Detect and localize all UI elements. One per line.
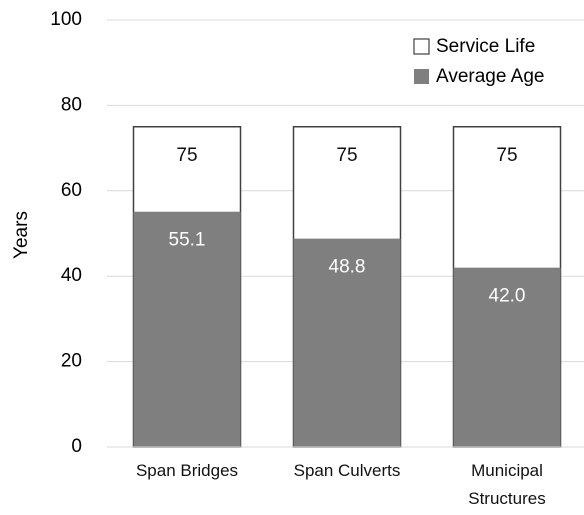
data-label: 48.8 [329,257,366,278]
y-tick-label: 0 [71,436,82,457]
y-axis-label: Years [11,211,32,259]
data-label: 75 [496,145,517,166]
bar [293,238,401,447]
data-label: 42.0 [489,286,526,307]
data-label: 55.1 [169,230,206,251]
x-tick-label: Span Bridges [135,461,239,480]
legend-label: Service Life [436,36,535,57]
x-tick-label: Municipal Structures [468,461,546,508]
bar [133,211,241,447]
legend-swatch [413,38,430,55]
legend-label: Average Age [436,66,544,87]
bar [453,267,561,447]
y-tick-label: 80 [61,94,82,115]
y-tick-label: 20 [61,351,82,372]
y-tick-label: 100 [50,9,82,30]
data-label: 75 [336,145,357,166]
x-tick-label: Span Culverts [293,461,401,480]
y-tick-label: 40 [61,265,82,286]
y-tick-label: 60 [61,180,82,201]
legend-swatch [414,69,429,84]
data-label: 75 [176,145,197,166]
